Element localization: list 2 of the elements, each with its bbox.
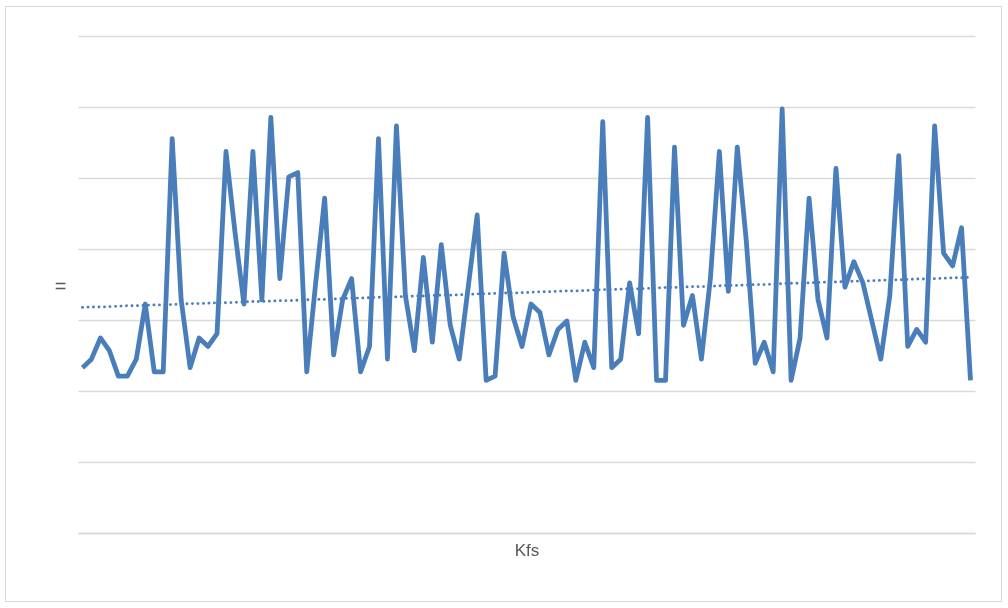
y-axis-title: = — [54, 275, 67, 297]
x-axis-title: Kfs — [514, 540, 540, 560]
